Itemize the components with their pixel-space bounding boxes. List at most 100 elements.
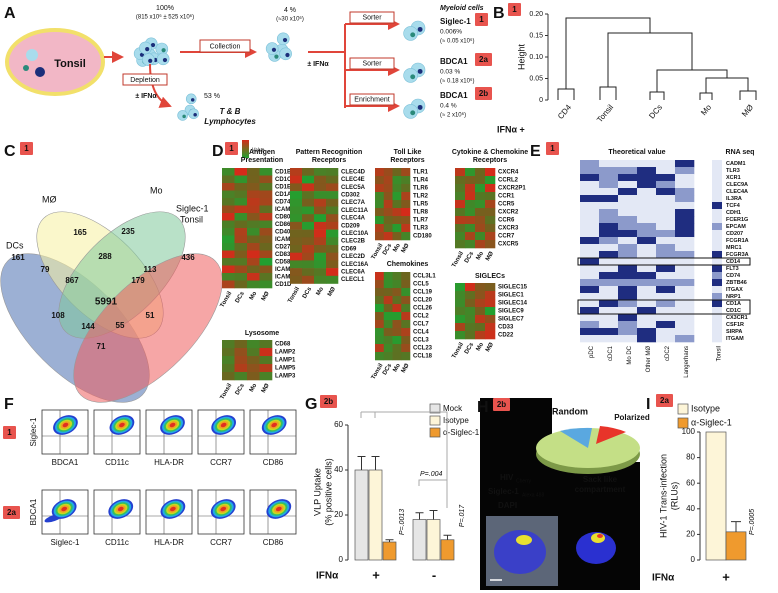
- heat-cell: [234, 168, 248, 176]
- heat-cell: [485, 176, 496, 185]
- venn-count: 235: [121, 227, 135, 236]
- heat-cell: [234, 190, 248, 199]
- count: (815 x10⁶ ± 525 x10⁶): [136, 14, 194, 21]
- heat-cell: [599, 314, 619, 322]
- heat-cell: [465, 240, 476, 249]
- heat-cell: [302, 206, 315, 215]
- heat-cell: [618, 328, 638, 336]
- heat-cell: [599, 328, 619, 336]
- badge: [475, 87, 492, 100]
- legend-swatch: [677, 403, 689, 415]
- heat-cell: [599, 279, 619, 287]
- heat-cell: [675, 223, 695, 231]
- heat-cell: [222, 258, 235, 266]
- x-axis-label: IFNα: [652, 573, 675, 584]
- heat-cell: [290, 175, 303, 184]
- heat-cell: [599, 307, 619, 315]
- heat-cell: [222, 183, 235, 191]
- heat-cell: [712, 230, 722, 238]
- heat-cell: [247, 250, 260, 259]
- gene-label: CCL19: [413, 290, 433, 296]
- heat-cell: [637, 230, 657, 238]
- badge: [656, 394, 673, 407]
- heat-cell: [455, 200, 466, 209]
- heat-cell: [656, 216, 676, 224]
- heat-cell: [401, 304, 411, 313]
- percent: 100%: [156, 5, 174, 12]
- gene-label: CLEC4E: [341, 177, 365, 183]
- heat-cell: [234, 198, 248, 206]
- x-axis-label: CCR7: [210, 458, 232, 467]
- heat-cell: [475, 283, 486, 292]
- heat-cell: [290, 229, 303, 238]
- gene-label: CD74: [726, 273, 741, 279]
- heat-cell: [259, 265, 273, 274]
- gene-label: TLR3: [413, 226, 429, 232]
- heat-cell: [712, 160, 722, 168]
- heat-cell: [618, 209, 638, 217]
- set-label: DCs: [6, 240, 24, 250]
- heat-cell: [314, 229, 327, 238]
- x-axis-label: IFNα: [316, 571, 339, 582]
- heat-cell: [712, 286, 722, 294]
- gene-label: CLEC5A: [341, 185, 366, 191]
- heat-cell: [401, 208, 411, 217]
- heat-cell: [302, 183, 315, 192]
- x-axis-label: CD11c: [105, 538, 129, 547]
- heat-cell: [401, 192, 411, 201]
- heat-cell: [234, 250, 248, 259]
- count: (≈30 x10⁶): [276, 16, 304, 23]
- y-tick-label: 60: [334, 420, 343, 429]
- heat-cell: [637, 223, 657, 231]
- heat-cell: [675, 300, 695, 308]
- venn-count: 179: [131, 276, 145, 285]
- heat-cell: [656, 265, 676, 273]
- heat-cell: [580, 251, 600, 259]
- tonsil-cell: [35, 67, 45, 77]
- heat-cell: [485, 208, 496, 217]
- badge-text: 1: [24, 144, 29, 153]
- heat-cell: [314, 275, 327, 284]
- x-axis-label: CD11c: [105, 458, 129, 467]
- flow-contour: [61, 506, 68, 512]
- heat-cell: [234, 205, 248, 214]
- heat-cell: [247, 348, 260, 357]
- heat-cell: [383, 272, 393, 281]
- cell-nucleus: [182, 114, 186, 119]
- panel-letter: D: [212, 143, 224, 160]
- heat-cell: [455, 331, 466, 340]
- heat-cell: [383, 232, 393, 241]
- heat-cell: [618, 216, 638, 224]
- heat-cell: [247, 175, 260, 184]
- heat-cell: [675, 251, 695, 259]
- heat-cell: [302, 245, 315, 253]
- heat-cell: [712, 279, 722, 287]
- gene-label: LAMP2: [275, 350, 296, 356]
- heat-cell: [290, 168, 303, 176]
- section-title: Receptors: [390, 157, 424, 164]
- error-bar: [731, 521, 741, 532]
- step-box: [349, 93, 395, 106]
- cell-nucleus: [417, 26, 423, 32]
- heat-cell: [675, 335, 695, 343]
- column-label: Other MØ: [646, 346, 652, 373]
- cell: [279, 47, 292, 61]
- heat-cell: [401, 344, 411, 353]
- heat-cell: [401, 232, 411, 241]
- heat-cell: [580, 328, 600, 336]
- condition-label: IFNα +: [497, 124, 525, 134]
- heat-cell: [675, 286, 695, 294]
- legend-label: Isotype: [443, 416, 469, 425]
- group-label: +: [722, 569, 730, 584]
- heat-cell: [326, 198, 339, 207]
- heat-cell: [392, 344, 402, 353]
- gene-label: ZBTB46: [726, 280, 747, 286]
- gene-label: ITGAX: [726, 287, 743, 293]
- heat-cell: [247, 213, 260, 221]
- cell-nucleus: [190, 98, 195, 102]
- heat-cell: [675, 195, 695, 203]
- x-axis-label: CD86: [263, 538, 284, 547]
- column-label: DCs: [382, 242, 394, 256]
- heat-cell: [485, 331, 496, 340]
- cell: [188, 108, 199, 120]
